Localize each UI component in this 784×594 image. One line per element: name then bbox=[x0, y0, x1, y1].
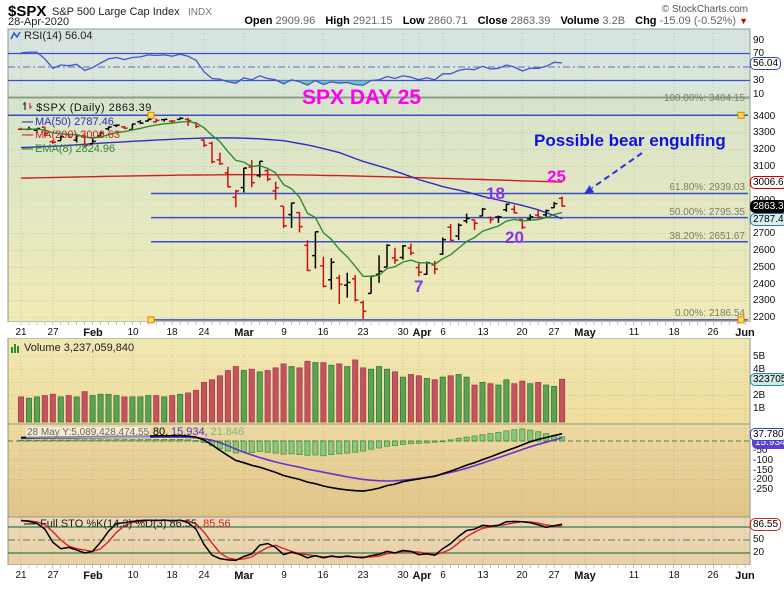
fib-handle[interactable] bbox=[737, 111, 745, 119]
ma200-line bbox=[20, 173, 563, 183]
open-value: 2909.96 bbox=[275, 15, 316, 27]
chart-date: 28-Apr-2020 bbox=[8, 16, 70, 28]
ema8-line bbox=[21, 120, 563, 277]
rsi-line bbox=[20, 51, 563, 86]
rsi-panel bbox=[7, 28, 751, 98]
sto-panel bbox=[7, 516, 751, 566]
exchange: INDX bbox=[188, 7, 212, 18]
symbol: $SPX bbox=[8, 3, 47, 20]
down-arrow-icon: ▼ bbox=[739, 16, 748, 26]
close-label: Close bbox=[477, 15, 508, 27]
bear-arrow bbox=[591, 152, 643, 189]
bear-arrowhead bbox=[584, 185, 595, 194]
volume-label: Volume bbox=[560, 15, 600, 27]
fib-handle[interactable] bbox=[147, 316, 155, 324]
high-label: High bbox=[325, 15, 350, 27]
low-label: Low bbox=[402, 15, 425, 27]
high-value: 2921.15 bbox=[352, 15, 393, 27]
chg-value: -15.09 (-0.52%) bbox=[659, 15, 737, 27]
fib-handle[interactable] bbox=[737, 316, 745, 324]
price-panel bbox=[7, 97, 751, 323]
chg-label: Chg bbox=[635, 15, 657, 27]
fib-handle[interactable] bbox=[147, 111, 155, 119]
low-value: 2860.71 bbox=[427, 15, 468, 27]
sto-k-line bbox=[20, 519, 563, 562]
volume-value: 3.2B bbox=[602, 15, 626, 27]
ma50-line bbox=[20, 137, 563, 220]
close-value: 2863.39 bbox=[510, 15, 551, 27]
chart-header: $SPX S&P 500 Large Cap Index INDX © Stoc… bbox=[0, 0, 784, 28]
open-label: Open bbox=[244, 15, 273, 27]
index-name: S&P 500 Large Cap Index bbox=[52, 6, 180, 18]
copyright: © StockCharts.com bbox=[661, 4, 748, 15]
quote-row: Open 2909.96 High 2921.15 Low 2860.71 Cl… bbox=[237, 15, 748, 27]
